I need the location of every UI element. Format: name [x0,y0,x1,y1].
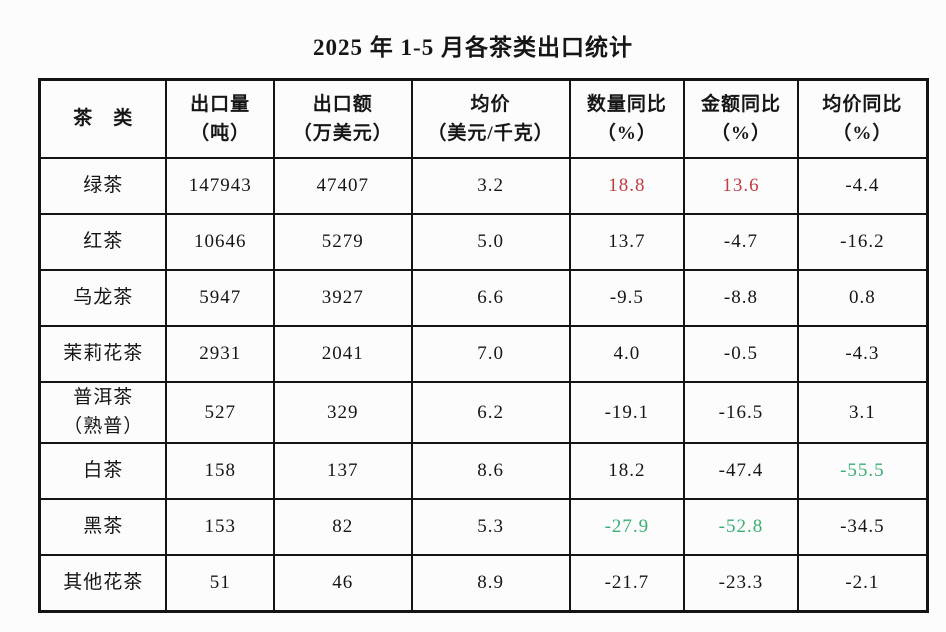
table-cell: 6.6 [410,269,571,327]
table-cell: -16.5 [683,381,799,444]
table-cell: -55.5 [796,441,929,500]
table-cell: 2931 [165,325,275,383]
table-cell: -8.8 [683,269,799,327]
table-row: 绿茶 147943 47407 3.2 18.8 13.6 -4.4 [38,157,929,215]
table-cell: 3927 [272,269,413,327]
table-cell: 13.7 [568,213,686,271]
table-body: 绿茶 147943 47407 3.2 18.8 13.6 -4.4 红茶 10646 5279 5… [38,157,929,613]
table-cell: 6.2 [410,381,571,444]
header-export-value: 出口额 （万美元） [272,78,413,159]
table-cell: 乌龙茶 [38,269,168,327]
table-cell: 4.0 [568,325,686,383]
table-cell: -9.5 [568,269,686,327]
table-cell: -27.9 [568,497,686,556]
table-cell: 5279 [272,213,413,271]
table-cell: 3.2 [410,157,571,215]
table-header-row: 茶 类 出口量 （吨） 出口额 （万美元） 均价 （美元/千克） 数量同比 （%… [38,78,929,159]
table-cell: -47.4 [683,441,799,500]
table-cell: 10646 [165,213,275,271]
table-cell: 82 [272,497,413,556]
table-cell: 绿茶 [38,157,168,215]
table-cell: -2.1 [796,553,929,613]
table-cell: 13.6 [683,157,799,215]
table-cell: -21.7 [568,553,686,613]
table-cell: -23.3 [683,553,799,613]
table-cell: -34.5 [796,497,929,556]
table-row: 黑茶 153 82 5.3 -27.9 -52.8 -34.5 [38,497,929,556]
table-row: 乌龙茶 5947 3927 6.6 -9.5 -8.8 0.8 [38,269,929,327]
table-row: 红茶 10646 5279 5.0 13.7 -4.7 -16.2 [38,213,929,271]
table-row: 茉莉花茶 2931 2041 7.0 4.0 -0.5 -4.3 [38,325,929,383]
table-cell: 白茶 [38,441,168,500]
table-cell: 527 [165,381,275,444]
table-cell: -4.4 [796,157,929,215]
table-cell: 47407 [272,157,413,215]
table-cell: 黑茶 [38,497,168,556]
table-cell: 158 [165,441,275,500]
table-cell: -52.8 [683,497,799,556]
table-cell: -0.5 [683,325,799,383]
table-row: 普洱茶 （熟普） 527 329 6.2 -19.1 -16.5 3.1 [38,381,929,444]
table-cell: 茉莉花茶 [38,325,168,383]
page-title: 2025 年 1-5 月各茶类出口统计 [313,35,633,60]
table-cell: -16.2 [796,213,929,271]
table-cell: 3.1 [796,381,929,444]
table-cell: 红茶 [38,213,168,271]
table-cell: -19.1 [568,381,686,444]
table-cell: 18.8 [568,157,686,215]
table-cell: 329 [272,381,413,444]
table-cell: 0.8 [796,269,929,327]
header-tea-category: 茶 类 [38,78,168,159]
header-export-volume: 出口量 （吨） [165,78,275,159]
table-cell: 其他花茶 [38,553,168,613]
table-cell: 137 [272,441,413,500]
table-cell: 46 [272,553,413,613]
table-cell: 18.2 [568,441,686,500]
table-cell: 5.3 [410,497,571,556]
table-cell: 普洱茶 （熟普） [38,381,168,444]
header-quantity-yoy: 数量同比 （%） [568,78,686,159]
table-cell: 5947 [165,269,275,327]
table-cell: 8.9 [410,553,571,613]
table-cell: 5.0 [410,213,571,271]
table-cell: 7.0 [410,325,571,383]
table-cell: 147943 [165,157,275,215]
table-cell: -4.3 [796,325,929,383]
header-value-yoy: 金额同比 （%） [683,78,799,159]
table-cell: 8.6 [410,441,571,500]
tea-export-table: 茶 类 出口量 （吨） 出口额 （万美元） 均价 （美元/千克） 数量同比 （%… [38,78,929,613]
header-average-price: 均价 （美元/千克） [410,78,571,159]
table-row: 白茶 158 137 8.6 18.2 -47.4 -55.5 [38,441,929,500]
table-cell: 153 [165,497,275,556]
table-cell: -4.7 [683,213,799,271]
header-price-yoy: 均价同比 （%） [796,78,929,159]
table-cell: 2041 [272,325,413,383]
table-cell: 51 [165,553,275,613]
table-row: 其他花茶 51 46 8.9 -21.7 -23.3 -2.1 [38,553,929,613]
